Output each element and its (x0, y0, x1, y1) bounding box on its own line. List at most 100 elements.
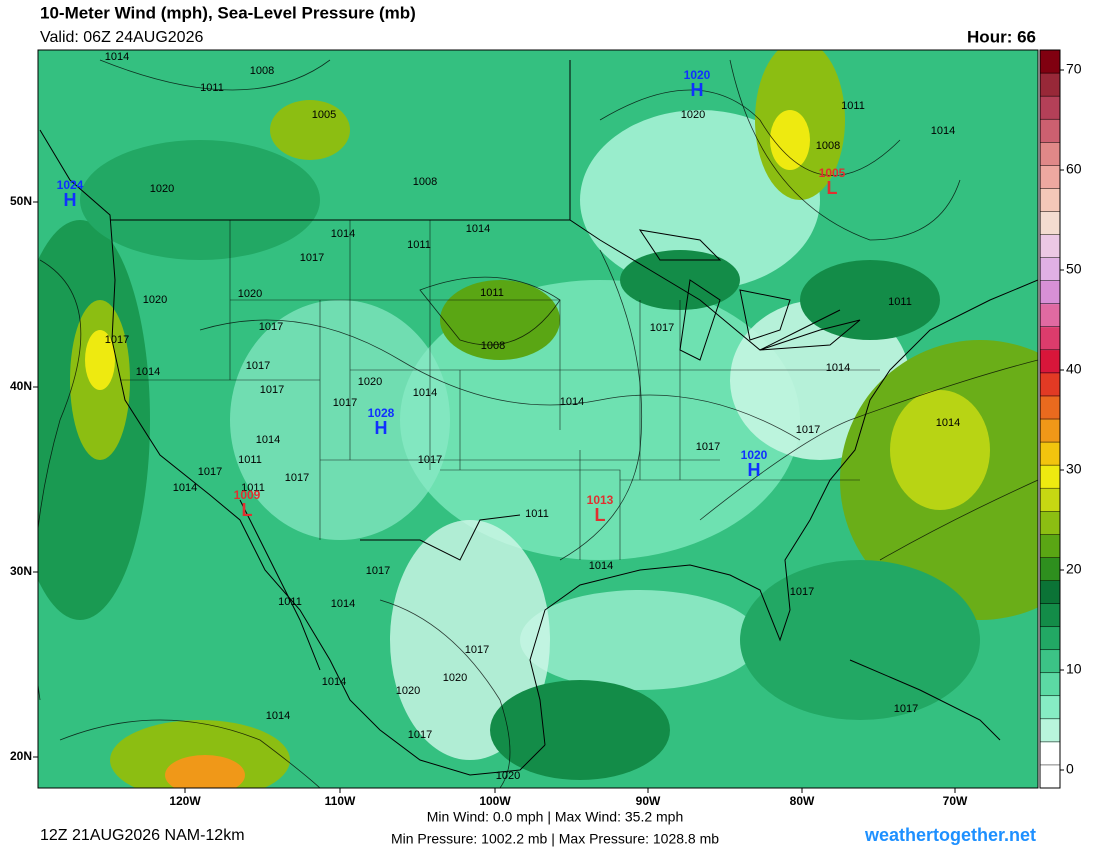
pressure-center-value: 1024 (57, 178, 84, 192)
isobar-label: 1017 (418, 454, 442, 466)
colorbar-tick-label: 0 (1066, 761, 1074, 777)
isobar-label: 1005 (312, 109, 336, 121)
colorbar-band (1040, 488, 1060, 512)
isobar-label: 1017 (198, 466, 222, 478)
isobar-label: 1020 (396, 685, 420, 697)
pressure-range: Min Pressure: 1002.2 mb | Max Pressure: … (391, 831, 719, 847)
isobar-label: 1017 (260, 384, 284, 396)
isobar-label: 1017 (285, 472, 309, 484)
coastlines (39, 60, 1038, 776)
isobar-label: 1014 (266, 710, 290, 722)
isobar-label: 1014 (413, 387, 437, 399)
isobar-label: 1014 (173, 482, 197, 494)
isobar-label: 1020 (238, 288, 262, 300)
isobar-label: 1011 (200, 82, 224, 94)
colorbar-band (1040, 188, 1060, 212)
colorbar-band (1040, 165, 1060, 189)
colorbar-band (1040, 603, 1060, 628)
isobar-label: 1008 (816, 140, 840, 152)
pressure-center-symbol: H (748, 460, 761, 480)
pressure-center-symbol: L (242, 500, 253, 520)
colorbar-band (1040, 511, 1060, 535)
longitude-label: 80W (790, 794, 815, 808)
pressure-center-symbol: H (691, 80, 704, 100)
isobar-labels: 1014100810111005102010081014101710111014… (105, 51, 960, 782)
isobar-label: 1017 (408, 729, 432, 741)
pressure-center-symbol: L (827, 178, 838, 198)
colorbar-band (1040, 672, 1060, 697)
isobar-label: 1020 (150, 183, 174, 195)
longitude-label: 100W (479, 794, 511, 808)
isobar-label: 1014 (589, 560, 613, 572)
isobar-label: 1011 (480, 287, 504, 299)
isobar-label: 1014 (936, 417, 960, 429)
colorbar-band (1040, 465, 1060, 489)
colorbar-band (1040, 211, 1060, 235)
longitude-label: 110W (325, 794, 356, 808)
colorbar-band (1040, 96, 1060, 120)
colorbar-band (1040, 234, 1060, 259)
colorbar-tick-label: 40 (1066, 361, 1082, 377)
longitude-label: 70W (943, 794, 968, 808)
longitude-label: 120W (169, 794, 201, 808)
isobar-label: 1008 (250, 65, 274, 77)
isobar-label: 1011 (841, 100, 865, 112)
isobar-label: 1011 (278, 596, 302, 608)
isobar-label: 1014 (931, 125, 955, 137)
pressure-center-value: 1009 (234, 488, 261, 502)
colorbar: 70 60 50 40 30 20 10 0 (1039, 49, 1082, 789)
colorbar-band (1040, 534, 1060, 558)
pressure-center-symbol: H (64, 190, 77, 210)
isobar-label: 1017 (465, 644, 489, 656)
title: 10-Meter Wind (mph), Sea-Level Pressure … (40, 3, 416, 22)
isobar-label: 1017 (790, 586, 814, 598)
colorbar-band (1040, 557, 1060, 581)
isobar-label: 1020 (143, 294, 167, 306)
colorbar-band (1040, 50, 1060, 74)
colorbar-band (1040, 280, 1060, 305)
longitude-label: 90W (636, 794, 661, 808)
forecast-hour: Hour: 66 (967, 27, 1036, 46)
colorbar-band (1040, 349, 1060, 374)
pressure-center-value: 1005 (819, 166, 846, 180)
pressure-center-symbol: H (375, 418, 388, 438)
colorbar-band (1040, 442, 1060, 466)
latitude-label: 20N (10, 749, 32, 763)
isobar-label: 1020 (496, 770, 520, 782)
isobar-label: 1020 (443, 672, 467, 684)
pressure-center-symbol: L (595, 505, 606, 525)
isobar-label: 1008 (413, 176, 437, 188)
isobar-label: 1017 (796, 424, 820, 436)
colorbar-band (1040, 73, 1060, 97)
isobar-label: 1014 (560, 396, 584, 408)
isobar-label: 1017 (300, 252, 324, 264)
isobar-label: 1011 (241, 482, 265, 494)
valid-time: Valid: 06Z 24AUG2026 (40, 29, 203, 46)
isobar-label: 1017 (696, 441, 720, 453)
colorbar-band (1040, 372, 1060, 397)
colorbar-tick-label: 60 (1066, 161, 1082, 177)
site-credit: weathertogether.net (864, 825, 1036, 845)
isobar-label: 1014 (466, 223, 490, 235)
isobar-label: 1008 (481, 340, 505, 352)
colorbar-band (1040, 419, 1060, 443)
colorbar-tick-label: 30 (1066, 461, 1082, 477)
colorbar-band (1040, 257, 1060, 282)
isobar-label: 1020 (358, 376, 382, 388)
isobar-label: 1014 (331, 598, 355, 610)
isobar-label: 1017 (650, 322, 674, 334)
isobar-label: 1017 (259, 321, 283, 333)
colorbar-band (1040, 395, 1060, 420)
isobar-label: 1011 (407, 239, 431, 251)
colorbar-tick-label: 20 (1066, 561, 1082, 577)
colorbar-band (1040, 626, 1060, 651)
isobar-label: 1014 (256, 434, 280, 446)
latitude-label: 50N (10, 194, 32, 208)
colorbar-band (1040, 764, 1060, 789)
colorbar-tick-label: 10 (1066, 661, 1082, 677)
colorbar-band (1040, 580, 1060, 604)
pressure-center-value: 1013 (587, 493, 614, 507)
